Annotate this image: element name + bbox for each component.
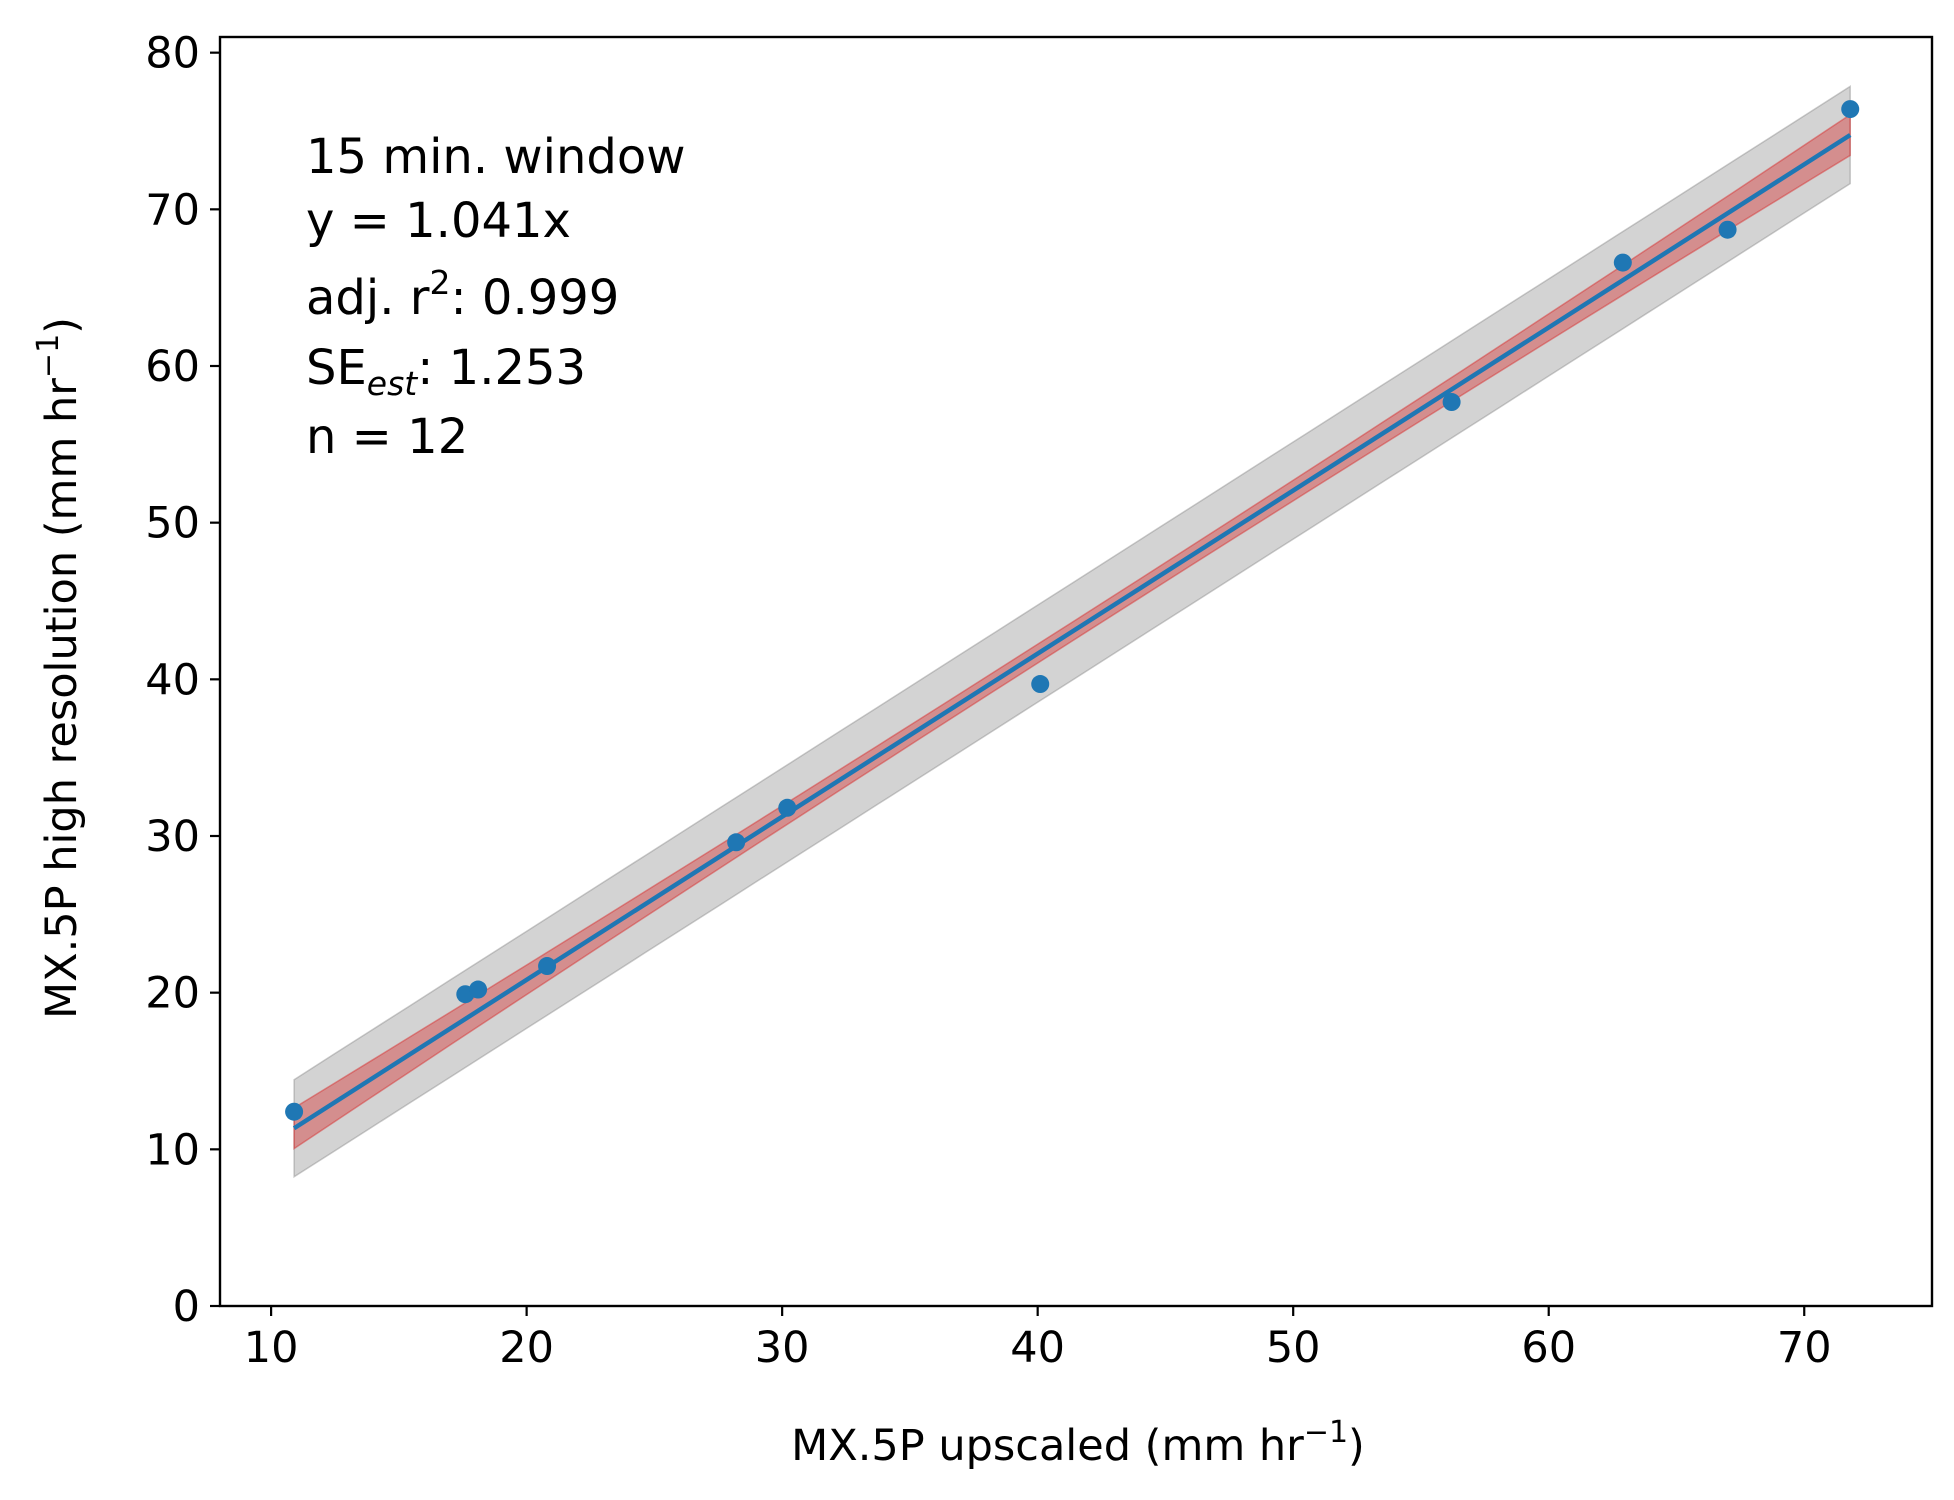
y-axis-label: MX.5P high resolution (mm hr−1) [31, 317, 87, 1019]
y-tick-label-70: 70 [145, 185, 200, 235]
annotation-r2: adj. r2: 0.999 [306, 263, 619, 326]
data-point-5 [727, 833, 746, 852]
y-tick-label-50: 50 [145, 499, 200, 549]
annotation-n: n = 12 [306, 409, 468, 465]
points-layer [285, 100, 1860, 1121]
data-point-8 [1442, 393, 1461, 412]
data-point-11 [1841, 100, 1860, 119]
data-point-3 [469, 980, 488, 999]
x-tick-label-40: 40 [1010, 1323, 1065, 1373]
annotation-equation: y = 1.041x [306, 193, 571, 249]
y-axis-label-main: MX.5P high resolution (mm hr [37, 378, 87, 1019]
x-axis-label-sup: −1 [1304, 1415, 1348, 1450]
plot-frame [218, 35, 1934, 1308]
annotation-r2-post: : 0.999 [450, 270, 619, 326]
x-ticks: 10 20 30 40 50 60 70 [244, 1306, 1832, 1373]
x-tick-label-70: 70 [1777, 1323, 1832, 1373]
x-tick-label-10: 10 [244, 1323, 299, 1373]
y-tick-label-30: 30 [145, 812, 200, 862]
data-point-1 [285, 1102, 304, 1121]
y-tick-label-10: 10 [145, 1125, 200, 1175]
data-point-4 [538, 957, 557, 976]
y-axis-label-sup: −1 [31, 334, 66, 378]
x-tick-label-60: 60 [1521, 1323, 1576, 1373]
annotation-se-post: : 1.253 [417, 340, 586, 396]
x-axis-label-main: MX.5P upscaled (mm hr [791, 1421, 1304, 1471]
y-tick-label-20: 20 [145, 969, 200, 1019]
x-axis-label: MX.5P upscaled (mm hr−1) [791, 1415, 1365, 1471]
annotation-r2-sup: 2 [429, 263, 450, 302]
data-point-6 [778, 798, 797, 817]
annotation-se: SEest: 1.253 [306, 340, 586, 403]
annotation-se-pre: SE [306, 340, 367, 396]
y-tick-label-0: 0 [173, 1282, 200, 1332]
annotation-se-sub: est [367, 364, 418, 403]
annotation-block: 15 min. window y = 1.041x adj. r2: 0.999… [306, 129, 685, 465]
y-axis-label-close: ) [37, 317, 87, 334]
x-tick-label-20: 20 [499, 1323, 554, 1373]
y-tick-label-80: 80 [145, 29, 200, 79]
data-point-7 [1031, 675, 1050, 694]
data-point-10 [1718, 220, 1737, 239]
annotation-window: 15 min. window [306, 129, 685, 185]
data-point-9 [1613, 253, 1632, 272]
x-axis-label-close: ) [1348, 1421, 1365, 1471]
y-ticks: 0 10 20 30 40 50 60 70 80 [145, 29, 220, 1332]
annotation-r2-pre: adj. r [306, 270, 430, 326]
y-tick-label-60: 60 [145, 342, 200, 392]
x-tick-label-50: 50 [1266, 1323, 1321, 1373]
y-tick-label-40: 40 [145, 655, 200, 705]
x-tick-label-30: 30 [755, 1323, 810, 1373]
